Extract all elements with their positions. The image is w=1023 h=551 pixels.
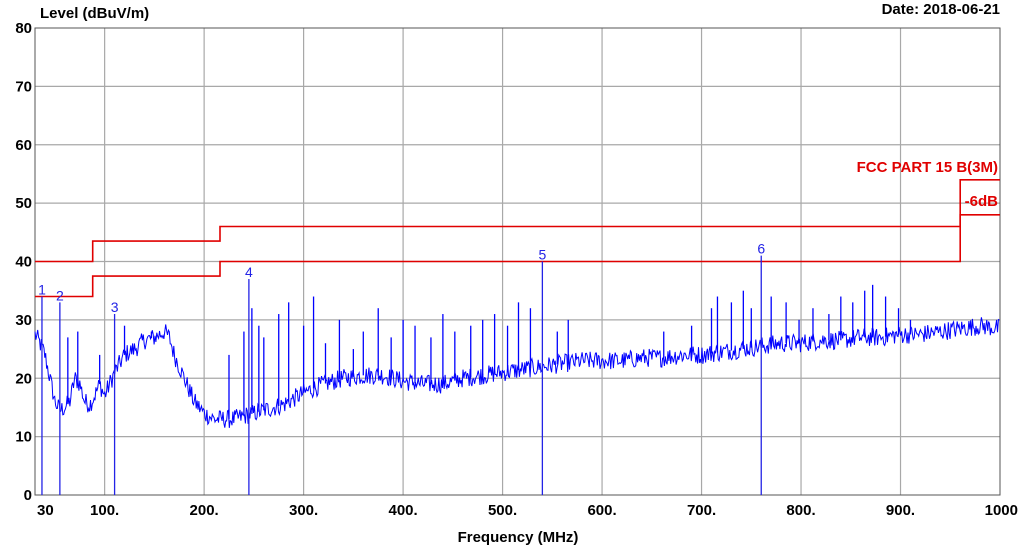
- trace: [34, 284, 1000, 428]
- y-tick-label: 60: [15, 137, 32, 154]
- limit-label-fcc: FCC PART 15 B(3M): [857, 159, 998, 176]
- y-tick-label: 10: [15, 429, 32, 446]
- markers: 1 2 3 4 5 6: [38, 241, 765, 495]
- y-axis-title: Level (dBuV/m): [40, 5, 149, 22]
- x-tick-label: 400.: [388, 502, 417, 519]
- y-tick-label: 30: [15, 312, 32, 329]
- x-tick-label: 800.: [786, 502, 815, 519]
- marker-label: 2: [56, 287, 64, 303]
- x-tick-label: 100.: [90, 502, 119, 519]
- x-tick-label: 1000: [985, 502, 1018, 519]
- y-tick-label: 50: [15, 195, 32, 212]
- marker-label: 5: [538, 247, 546, 263]
- y-tick-label: 40: [15, 254, 32, 271]
- limit-label-6db: -6dB: [965, 193, 999, 210]
- y-tick-label: 80: [15, 20, 32, 37]
- y-tick-label: 0: [24, 487, 32, 504]
- marker-label: 4: [245, 264, 253, 280]
- y-tick-labels: 0 10 20 30 40 50 60 70 80: [15, 20, 32, 504]
- x-tick-label: 300.: [289, 502, 318, 519]
- x-axis-title: Frequency (MHz): [458, 529, 579, 546]
- x-tick-label: 600.: [587, 502, 616, 519]
- x-tick-labels: 30 100. 200. 300. 400. 500. 600. 700. 800. 900. 10…: [37, 502, 1018, 519]
- marker-label: 3: [111, 299, 119, 315]
- limit-lines: [35, 179, 1000, 298]
- x-tick-label: 200.: [190, 502, 219, 519]
- x-tick-label: 700.: [687, 502, 716, 519]
- measurement-trace: [34, 317, 1000, 428]
- limit-line-fcc: [35, 179, 1000, 263]
- x-tick-label: 30: [37, 502, 54, 519]
- x-tick-label: 500.: [488, 502, 517, 519]
- marker-label: 1: [38, 282, 46, 298]
- marker-label: 6: [757, 241, 765, 257]
- limit-line-6db: [35, 214, 1000, 298]
- y-tick-label: 20: [15, 370, 32, 387]
- y-tick-label: 70: [15, 78, 32, 95]
- x-tick-label: 900.: [886, 502, 915, 519]
- date-text: Date: 2018-06-21: [882, 1, 1000, 18]
